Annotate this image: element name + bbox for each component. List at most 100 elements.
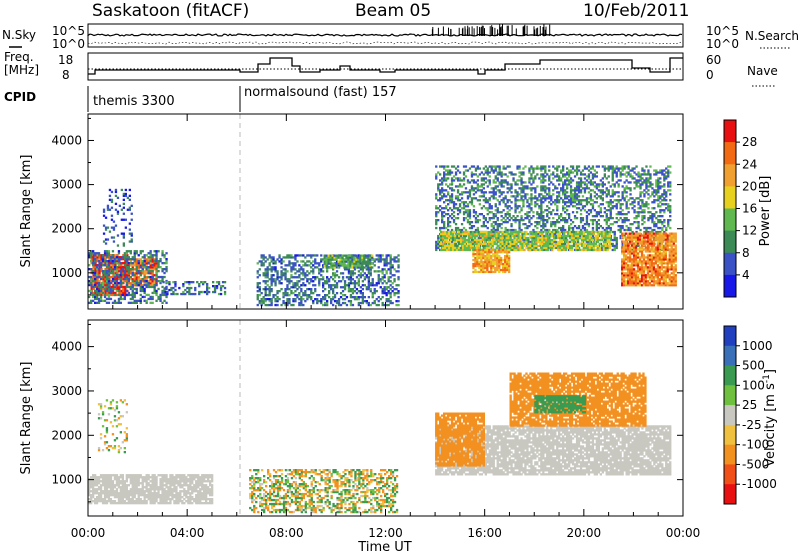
echo-cell — [605, 223, 608, 226]
echo-cell — [651, 191, 654, 194]
echo-cell — [149, 270, 152, 273]
echo-cell — [494, 175, 497, 178]
echo-cell — [296, 260, 299, 263]
echo-cell — [562, 185, 565, 188]
echo-cell — [516, 207, 519, 210]
echo-cell — [387, 290, 390, 293]
echo-cell — [124, 266, 127, 269]
echo-cell — [470, 185, 474, 188]
echo-cell — [116, 244, 120, 247]
echo-cell — [149, 278, 152, 281]
echo-cell — [379, 298, 382, 301]
echo-cell — [94, 273, 97, 277]
echo-cell — [127, 279, 130, 283]
echo-cell — [109, 258, 113, 261]
echo-cell — [377, 258, 380, 261]
echo-cell — [349, 264, 352, 267]
echo-cell — [318, 264, 321, 267]
echo-cell — [318, 294, 321, 297]
echo-cell — [506, 207, 509, 210]
echo-cell — [274, 300, 277, 303]
echo-cell — [147, 283, 150, 287]
echo-cell — [509, 244, 512, 248]
echo-cell — [641, 211, 644, 214]
echo-cell — [513, 234, 516, 238]
echo-cell — [587, 169, 591, 172]
echo-cell — [94, 301, 97, 304]
echo-cell — [112, 291, 115, 295]
echo-cell — [476, 175, 479, 178]
echo-cell — [312, 260, 315, 263]
echo-cell — [308, 254, 311, 257]
echo-cell — [509, 232, 512, 236]
echo-cell — [459, 246, 463, 250]
echo-cell — [466, 179, 470, 182]
echo-cell — [129, 270, 132, 273]
echo-cell — [294, 262, 297, 265]
echo-cell — [391, 266, 394, 269]
echo-cell — [312, 284, 315, 287]
echo-cell — [448, 246, 451, 250]
echo-cell — [135, 252, 138, 255]
echo-cell — [487, 238, 490, 242]
echo-cell — [137, 299, 140, 302]
echo-cell — [499, 236, 502, 240]
echo-cell — [524, 187, 527, 190]
echo-cell — [329, 262, 332, 265]
echo-cell — [347, 258, 350, 261]
echo-cell — [92, 254, 95, 257]
echo-cell — [462, 219, 466, 222]
echo-cell — [264, 260, 267, 263]
echo-cell — [343, 262, 346, 265]
echo-cell — [665, 207, 668, 210]
echo-cell — [462, 171, 466, 174]
echo-cell — [119, 283, 122, 287]
echo-cell — [494, 169, 497, 172]
echo-cell — [579, 173, 583, 176]
echo-cell — [349, 256, 352, 259]
echo-cell — [117, 260, 121, 263]
echo-cell — [625, 171, 628, 174]
echo-cell — [367, 303, 370, 307]
echo-cell — [523, 244, 526, 248]
echo-cell — [139, 281, 142, 285]
echo-cell — [308, 260, 311, 263]
echo-cell — [125, 262, 128, 265]
echo-cell — [122, 194, 125, 197]
echo-cell — [131, 258, 134, 261]
echo-cell — [270, 290, 273, 293]
echo-cell — [101, 275, 105, 279]
echo-cell — [219, 288, 223, 292]
echo-cell — [464, 169, 468, 172]
echo-cell — [645, 205, 648, 208]
echo-cell — [669, 215, 672, 218]
echo-cell — [351, 256, 354, 259]
echo-cell — [161, 285, 164, 289]
echo-cell — [367, 288, 370, 291]
echo-cell — [98, 256, 101, 259]
echo-cell — [552, 177, 555, 180]
echo-cell — [443, 201, 446, 204]
echo-cell — [579, 179, 583, 182]
echo-cell — [655, 173, 658, 176]
echo-cell — [494, 221, 497, 224]
echo-cell — [615, 236, 618, 240]
echo-cell — [621, 213, 624, 216]
echo-cell — [583, 177, 587, 180]
echo-cell — [455, 246, 459, 250]
echo-cell — [123, 295, 126, 299]
echo-cell — [206, 292, 209, 296]
echo-cell — [569, 187, 573, 190]
echo-cell — [349, 276, 353, 279]
echo-cell — [397, 270, 400, 273]
echo-cell — [544, 187, 547, 190]
echo-cell — [641, 203, 644, 206]
echo-cell — [367, 264, 370, 267]
echo-cell — [573, 175, 577, 178]
echo-cell — [260, 292, 263, 295]
echo-cell — [449, 183, 452, 186]
echo-cell — [518, 171, 521, 174]
echo-cell — [100, 256, 103, 259]
echo-cell — [318, 278, 321, 281]
echo-cell — [131, 289, 134, 293]
